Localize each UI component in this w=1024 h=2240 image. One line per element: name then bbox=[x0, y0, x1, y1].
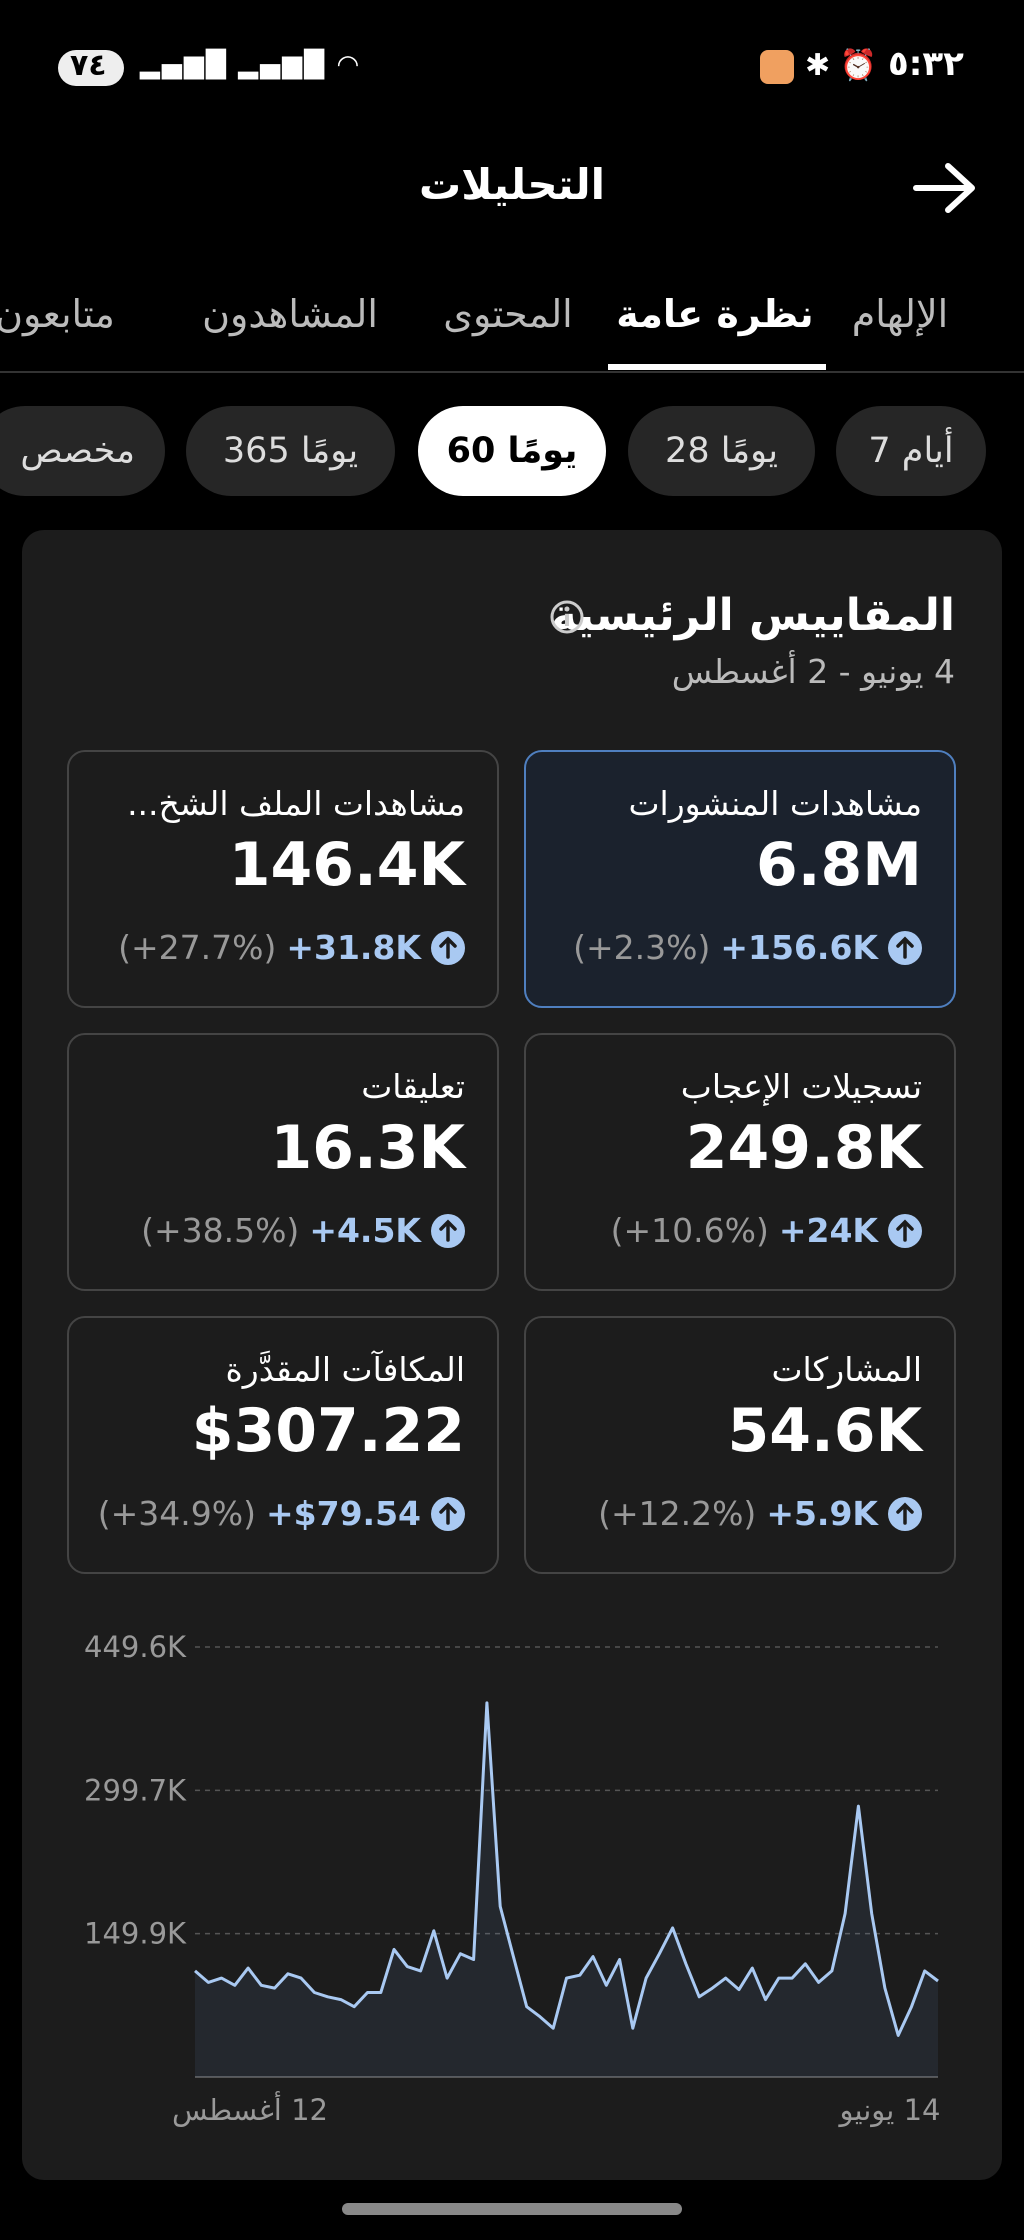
filter-chip[interactable]: 28 يومًا bbox=[628, 406, 815, 496]
metric-card[interactable]: تسجيلات الإعجاب 249.8K +24K (+10.6%) bbox=[524, 1033, 956, 1291]
metric-label: مشاهدات المنشورات bbox=[628, 784, 922, 823]
metric-change: +$79.54 (+34.9%) bbox=[98, 1494, 465, 1533]
metric-value: 54.6K bbox=[727, 1396, 922, 1466]
battery-icon bbox=[58, 50, 124, 86]
filter-chip[interactable]: 60 يومًا bbox=[418, 406, 606, 496]
area bbox=[195, 1702, 938, 2077]
y-tick-label: 299.7K bbox=[84, 1773, 187, 1807]
change-percent: (+38.5%) bbox=[141, 1211, 300, 1250]
metric-label: مشاهدات الملف الشخ... bbox=[127, 784, 465, 823]
metric-card[interactable]: مشاهدات الملف الشخ... 146.4K +31.8K (+27.7%… bbox=[67, 750, 499, 1008]
up-icon bbox=[888, 1496, 922, 1531]
metric-value: 146.4K bbox=[228, 830, 465, 900]
metric-change: +5.9K (+12.2%) bbox=[598, 1494, 922, 1533]
metric-label: تسجيلات الإعجاب bbox=[680, 1067, 922, 1106]
metrics-title: المقاييس الرئيسية bbox=[550, 590, 955, 641]
metric-change: +156.6K (+2.3%) bbox=[573, 928, 922, 967]
home-indicator bbox=[342, 2203, 682, 2215]
y-tick-label: 149.9K bbox=[84, 1917, 187, 1951]
filter-chip[interactable]: مخصص bbox=[0, 406, 165, 496]
tab-underline bbox=[608, 364, 826, 370]
filter-chip[interactable]: 7 أيام bbox=[836, 406, 986, 496]
up-icon bbox=[431, 930, 465, 965]
change-value: +$79.54 bbox=[266, 1494, 421, 1533]
metric-card[interactable]: تعليقات 16.3K +4.5K (+38.5%) bbox=[67, 1033, 499, 1291]
y-tick-label: 449.6K bbox=[84, 1630, 187, 1664]
signal-icons: ▂▄▆█ ▂▄▆█ ◠ bbox=[140, 50, 362, 80]
change-value: +4.5K bbox=[309, 1211, 421, 1250]
metric-value: 249.8K bbox=[685, 1113, 922, 1183]
x-tick-label: 12 أغسطس bbox=[172, 2090, 328, 2127]
bt-alarm-icons: ✱ ⏰ bbox=[805, 48, 878, 83]
battery-level: ٧٤ bbox=[70, 48, 107, 83]
metric-label: تعليقات bbox=[361, 1067, 465, 1106]
metric-value: $307.22 bbox=[191, 1396, 465, 1466]
metric-label: المشاركات bbox=[771, 1350, 922, 1389]
change-percent: (+2.3%) bbox=[573, 928, 711, 967]
metric-change: +4.5K (+38.5%) bbox=[141, 1211, 465, 1250]
change-value: +156.6K bbox=[720, 928, 878, 967]
tab[interactable]: نظرة عامة bbox=[616, 292, 814, 336]
change-value: +5.9K bbox=[766, 1494, 878, 1533]
change-percent: (+10.6%) bbox=[610, 1211, 769, 1250]
change-value: +31.8K bbox=[286, 928, 421, 967]
x-tick-label: 14 يونيو bbox=[838, 2093, 941, 2127]
tab[interactable]: الإلهام bbox=[851, 292, 949, 336]
metric-card[interactable]: المكافآت المقدَّرة $307.22 +$79.54 (+34.9%) bbox=[67, 1316, 499, 1574]
metric-value: 16.3K bbox=[270, 1113, 465, 1183]
tab[interactable]: المحتوى bbox=[443, 292, 573, 336]
tab[interactable]: المشاهدون bbox=[202, 292, 378, 336]
date-range: 4 يونيو - 2 أغسطس bbox=[671, 652, 955, 691]
metric-card[interactable]: مشاهدات المنشورات 6.8M +156.6K (+2.3%) bbox=[524, 750, 956, 1008]
filter-chip[interactable]: 365 يومًا bbox=[186, 406, 395, 496]
back-arrow[interactable] bbox=[910, 160, 980, 216]
metric-value: 6.8M bbox=[756, 830, 922, 900]
change-value: +24K bbox=[778, 1211, 878, 1250]
info-icon[interactable] bbox=[548, 598, 586, 636]
up-icon bbox=[888, 1213, 922, 1248]
metric-change: +31.8K (+27.7%) bbox=[118, 928, 465, 967]
line-chart: 149.9K 299.7K 449.6K 12 أغسطس 14 يونيو bbox=[84, 1630, 941, 2127]
metric-change: +24K (+10.6%) bbox=[611, 1211, 922, 1250]
series-line bbox=[194, 1701, 939, 2037]
up-icon bbox=[431, 1213, 465, 1248]
metric-card[interactable]: المشاركات 54.6K +5.9K (+12.2%) bbox=[524, 1316, 956, 1574]
app-icon bbox=[760, 50, 794, 84]
tab[interactable]: متابعون bbox=[0, 292, 115, 336]
metric-label: المكافآت المقدَّرة bbox=[225, 1350, 465, 1389]
change-percent: (+34.9%) bbox=[97, 1494, 256, 1533]
page-title: التحليلات bbox=[419, 160, 605, 209]
up-icon bbox=[431, 1496, 465, 1531]
change-percent: (+12.2%) bbox=[598, 1494, 757, 1533]
up-icon bbox=[888, 930, 922, 965]
change-percent: (+27.7%) bbox=[118, 928, 277, 967]
clock: ٥:٣٢ bbox=[888, 44, 964, 84]
tab-divider bbox=[0, 371, 1024, 373]
